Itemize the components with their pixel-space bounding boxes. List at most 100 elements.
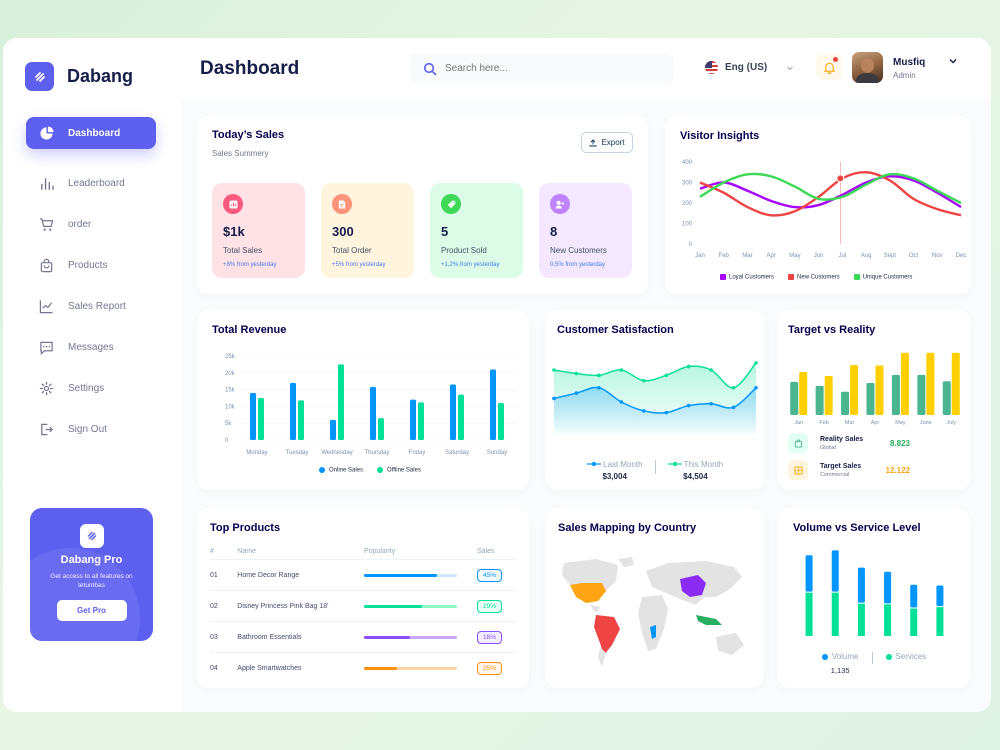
sidebar-item-products[interactable]: Products <box>26 249 156 281</box>
bar <box>841 391 850 415</box>
get-pro-button[interactable]: Get Pro <box>56 600 127 621</box>
export-button[interactable]: Export <box>581 132 633 153</box>
avatar[interactable] <box>852 52 883 83</box>
bar <box>458 394 464 440</box>
sales-mapping-card: Sales Mapping by Country <box>546 508 764 688</box>
bar-services <box>910 608 918 636</box>
data-point <box>754 361 758 365</box>
bar-services <box>805 592 813 636</box>
chevron-down-icon[interactable] <box>948 56 958 66</box>
legend-label: Loyal Customers <box>729 274 775 281</box>
table-row[interactable]: 02 Disney Princess Pink Bag 18' 29% <box>210 591 516 622</box>
notification-dot <box>833 57 838 62</box>
divider <box>871 652 873 664</box>
bar <box>378 418 384 440</box>
legend-item: Last Month $3,004 <box>586 460 643 481</box>
stat-value: 8 <box>550 224 558 239</box>
row-name: Reality Sales <box>820 435 864 443</box>
bag-icon <box>788 433 808 453</box>
sidebar-item-sales-report[interactable]: Sales Report <box>26 290 156 322</box>
bar-chart-icon <box>223 194 243 214</box>
pro-promo-card: Dabang Pro Get access to all features on… <box>30 508 153 641</box>
target-vs-reality-card: Target vs Reality Jan Feb Mar Apr May June Jul… <box>778 310 970 490</box>
promo-description: Get access to all features on tetumbas <box>50 573 133 589</box>
bar <box>370 386 376 440</box>
popularity-fill <box>363 635 411 639</box>
bar-services <box>831 592 839 636</box>
series-area <box>554 387 756 434</box>
logo[interactable]: Dabang <box>25 62 133 91</box>
legend-item: This Month $4,504 <box>667 460 724 481</box>
column-header: Name <box>237 548 256 555</box>
sidebar-item-leaderboard[interactable]: Leaderboard <box>26 167 156 199</box>
logo-icon <box>79 524 104 548</box>
data-point <box>552 368 556 372</box>
table-header: # Name Popularity Sales <box>210 544 516 560</box>
bar <box>850 364 859 415</box>
card-title: Volume vs Service Level <box>793 522 921 534</box>
sales-cell: 18% <box>477 630 516 644</box>
legend-label: Unique Customers <box>862 274 913 281</box>
sales-cell: 25% <box>477 662 516 675</box>
legend-item: New Customers <box>788 274 840 281</box>
x-tick-label: Apr <box>871 420 880 426</box>
data-point <box>731 405 736 410</box>
x-tick-label: Saturday <box>445 450 469 456</box>
legend-label: This Month <box>683 460 724 469</box>
legend-swatch <box>720 274 726 280</box>
legend-item: Offline Sales <box>377 467 421 474</box>
sidebar-item-messages[interactable]: Messages <box>26 331 156 363</box>
stat-change: +5% from yesterday <box>332 262 386 268</box>
table-row[interactable]: 01 Home Decor Range 45% <box>210 560 516 591</box>
legend-total: $3,004 <box>602 472 627 481</box>
column-header: Popularity <box>363 548 396 555</box>
notification-button[interactable] <box>816 54 842 80</box>
bar-volume <box>936 585 944 607</box>
message-icon <box>40 341 53 355</box>
card-title: Visitor Insights <box>680 130 760 142</box>
legend-swatch <box>319 467 325 473</box>
legend-swatch <box>885 653 892 660</box>
card-title: Total Revenue <box>212 324 287 336</box>
bar <box>917 374 926 415</box>
series-line <box>553 386 757 414</box>
search-input[interactable] <box>445 63 645 74</box>
x-tick-label: Tuesday <box>286 450 309 456</box>
row-number: 01 <box>210 571 218 579</box>
y-tick-label: 5k <box>225 421 232 427</box>
row-value: 12.122 <box>885 465 910 475</box>
product-name: Apple Smartwatches <box>237 665 302 672</box>
data-point <box>731 385 736 390</box>
y-tick-label: 400 <box>682 160 693 166</box>
y-tick-label: 0 <box>689 242 693 248</box>
row-number: 04 <box>210 665 218 672</box>
data-point <box>709 368 713 372</box>
legend-item: Online Sales <box>319 467 363 474</box>
sidebar-item-sign-out[interactable]: Sign Out <box>26 413 156 445</box>
sales-badge: 45% <box>477 568 503 582</box>
upload-icon <box>589 138 597 146</box>
todays-sales-card: Today’s Sales Sales Summery Export $1k T… <box>197 116 648 294</box>
x-tick-label: Monday <box>246 450 267 456</box>
x-tick-label: June <box>920 420 932 426</box>
popularity-bar <box>363 604 457 608</box>
sidebar-item-settings[interactable]: Settings <box>26 372 156 404</box>
bar <box>410 399 416 440</box>
card-title: Customer Satisfaction <box>557 324 674 336</box>
legend-total: $4,504 <box>683 472 708 481</box>
search-bar[interactable] <box>410 53 674 84</box>
bag-icon <box>40 258 53 272</box>
y-tick-label: 0 <box>225 438 229 444</box>
map-land <box>598 647 606 667</box>
data-point <box>597 385 601 390</box>
sidebar-item-order[interactable]: order <box>26 208 156 240</box>
stat-value: $1k <box>223 224 245 239</box>
sidebar-item-dashboard[interactable]: Dashboard <box>26 117 156 149</box>
language-selector[interactable]: Eng (US) <box>705 61 794 74</box>
map-land <box>618 557 634 567</box>
popularity-cell <box>363 635 477 639</box>
legend-swatch <box>821 653 828 660</box>
row-sub: Global <box>820 444 836 451</box>
table-row[interactable]: 04 Apple Smartwatches 25% <box>210 653 516 684</box>
table-row[interactable]: 03 Bathroom Essentials 18% <box>210 622 516 653</box>
